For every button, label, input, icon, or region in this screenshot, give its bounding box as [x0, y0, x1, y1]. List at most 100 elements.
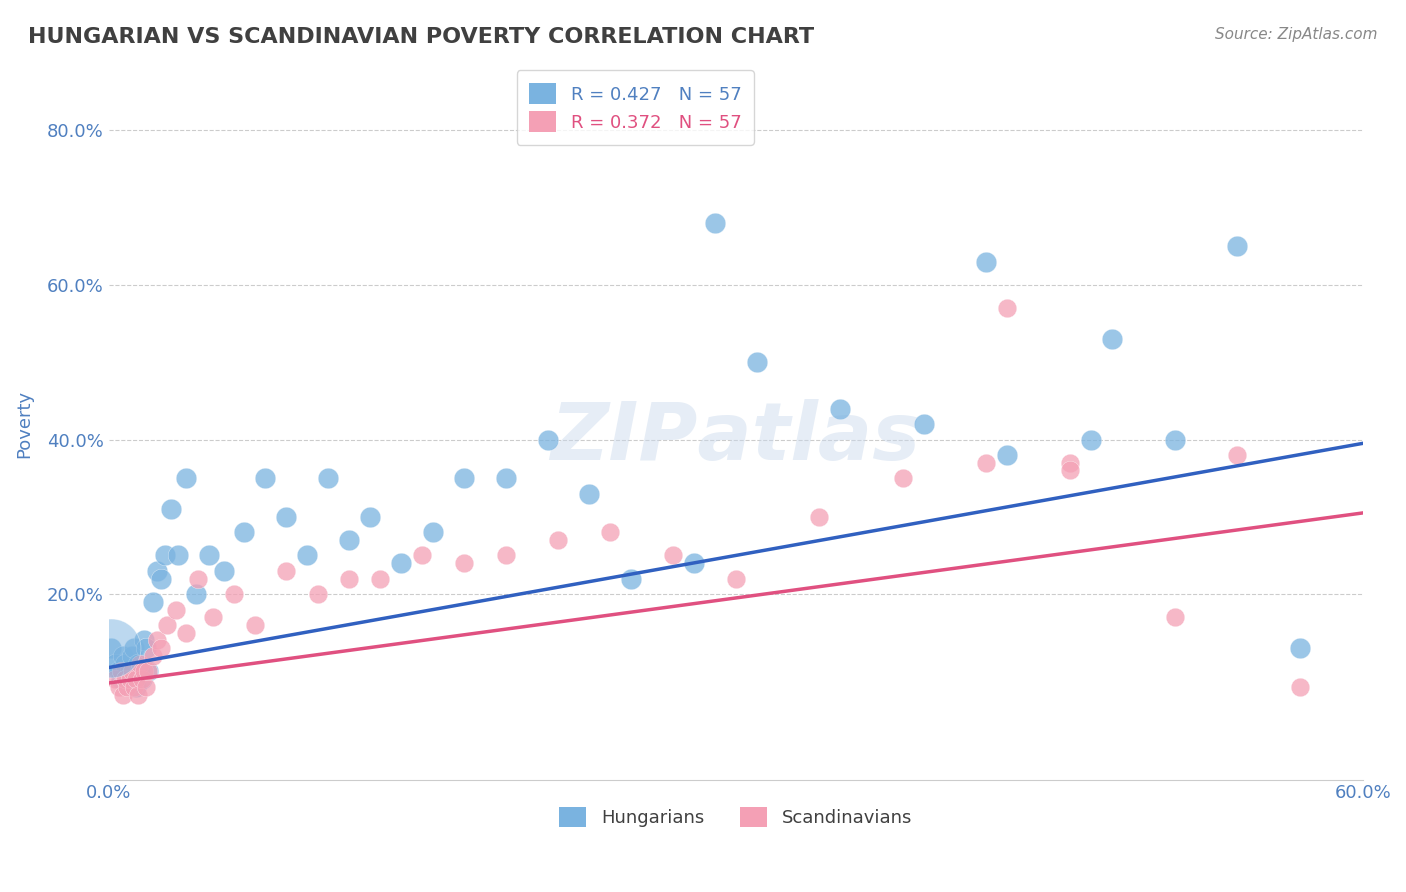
Point [121, 648, 143, 663]
Point [1080, 433, 1102, 447]
Point [122, 680, 145, 694]
Point [186, 587, 208, 601]
Point [138, 665, 160, 679]
Point [1163, 610, 1185, 624]
Point [165, 602, 187, 616]
Point [108, 680, 131, 694]
Point [114, 657, 136, 671]
Point [112, 688, 135, 702]
Point [254, 471, 277, 485]
Point [198, 549, 221, 563]
Point [212, 564, 235, 578]
Text: Source: ZipAtlas.com: Source: ZipAtlas.com [1215, 27, 1378, 42]
Point [145, 564, 167, 578]
Point [104, 672, 127, 686]
Point [359, 509, 381, 524]
Point [599, 525, 621, 540]
Point [337, 533, 360, 547]
Point [453, 471, 475, 485]
Point [141, 595, 163, 609]
Point [121, 665, 143, 679]
Point [1289, 641, 1312, 656]
Point [110, 672, 132, 686]
Point [976, 254, 998, 268]
Point [891, 471, 914, 485]
Point [122, 641, 145, 656]
Point [662, 549, 685, 563]
Point [135, 680, 157, 694]
Point [370, 572, 392, 586]
Point [160, 502, 183, 516]
Point [117, 672, 139, 686]
Point [127, 688, 149, 702]
Point [174, 625, 197, 640]
Point [141, 648, 163, 663]
Point [703, 216, 725, 230]
Point [578, 486, 600, 500]
Point [127, 657, 149, 671]
Point [682, 556, 704, 570]
Point [995, 301, 1018, 315]
Point [316, 471, 339, 485]
Point [134, 633, 156, 648]
Point [495, 471, 517, 485]
Point [745, 355, 768, 369]
Point [112, 648, 135, 663]
Point [156, 618, 179, 632]
Point [295, 549, 318, 563]
Legend: Hungarians, Scandinavians: Hungarians, Scandinavians [553, 799, 920, 835]
Point [547, 533, 569, 547]
Point [138, 665, 160, 679]
Point [131, 672, 153, 686]
Y-axis label: Poverty: Poverty [15, 390, 32, 458]
Point [337, 572, 360, 586]
Point [1059, 456, 1081, 470]
Point [153, 549, 176, 563]
Point [149, 641, 172, 656]
Point [104, 657, 127, 671]
Point [145, 633, 167, 648]
Point [276, 509, 298, 524]
Point [202, 610, 225, 624]
Point [1163, 433, 1185, 447]
Point [187, 572, 209, 586]
Point [830, 401, 852, 416]
Point [976, 456, 998, 470]
Point [422, 525, 444, 540]
Point [129, 665, 152, 679]
Point [108, 665, 131, 679]
Point [131, 672, 153, 686]
Point [114, 672, 136, 686]
Point [389, 556, 412, 570]
Text: HUNGARIAN VS SCANDINAVIAN POVERTY CORRELATION CHART: HUNGARIAN VS SCANDINAVIAN POVERTY CORREL… [28, 27, 814, 46]
Point [174, 471, 197, 485]
Point [118, 665, 141, 679]
Point [149, 572, 172, 586]
Point [117, 680, 139, 694]
Point [808, 509, 831, 524]
Point [307, 587, 329, 601]
Point [134, 665, 156, 679]
Point [912, 417, 935, 431]
Point [453, 556, 475, 570]
Point [222, 587, 245, 601]
Point [536, 433, 558, 447]
Point [118, 672, 141, 686]
Point [125, 672, 148, 686]
Point [129, 657, 152, 671]
Point [166, 549, 188, 563]
Point [100, 641, 122, 656]
Point [110, 665, 132, 679]
Point [411, 549, 433, 563]
Point [100, 641, 122, 656]
Point [620, 572, 643, 586]
Point [1226, 448, 1249, 462]
Point [243, 618, 266, 632]
Point [233, 525, 256, 540]
Point [276, 564, 298, 578]
Point [724, 572, 747, 586]
Point [135, 641, 157, 656]
Text: ZIP​atlas: ZIP​atlas [551, 400, 921, 477]
Point [1289, 680, 1312, 694]
Point [995, 448, 1018, 462]
